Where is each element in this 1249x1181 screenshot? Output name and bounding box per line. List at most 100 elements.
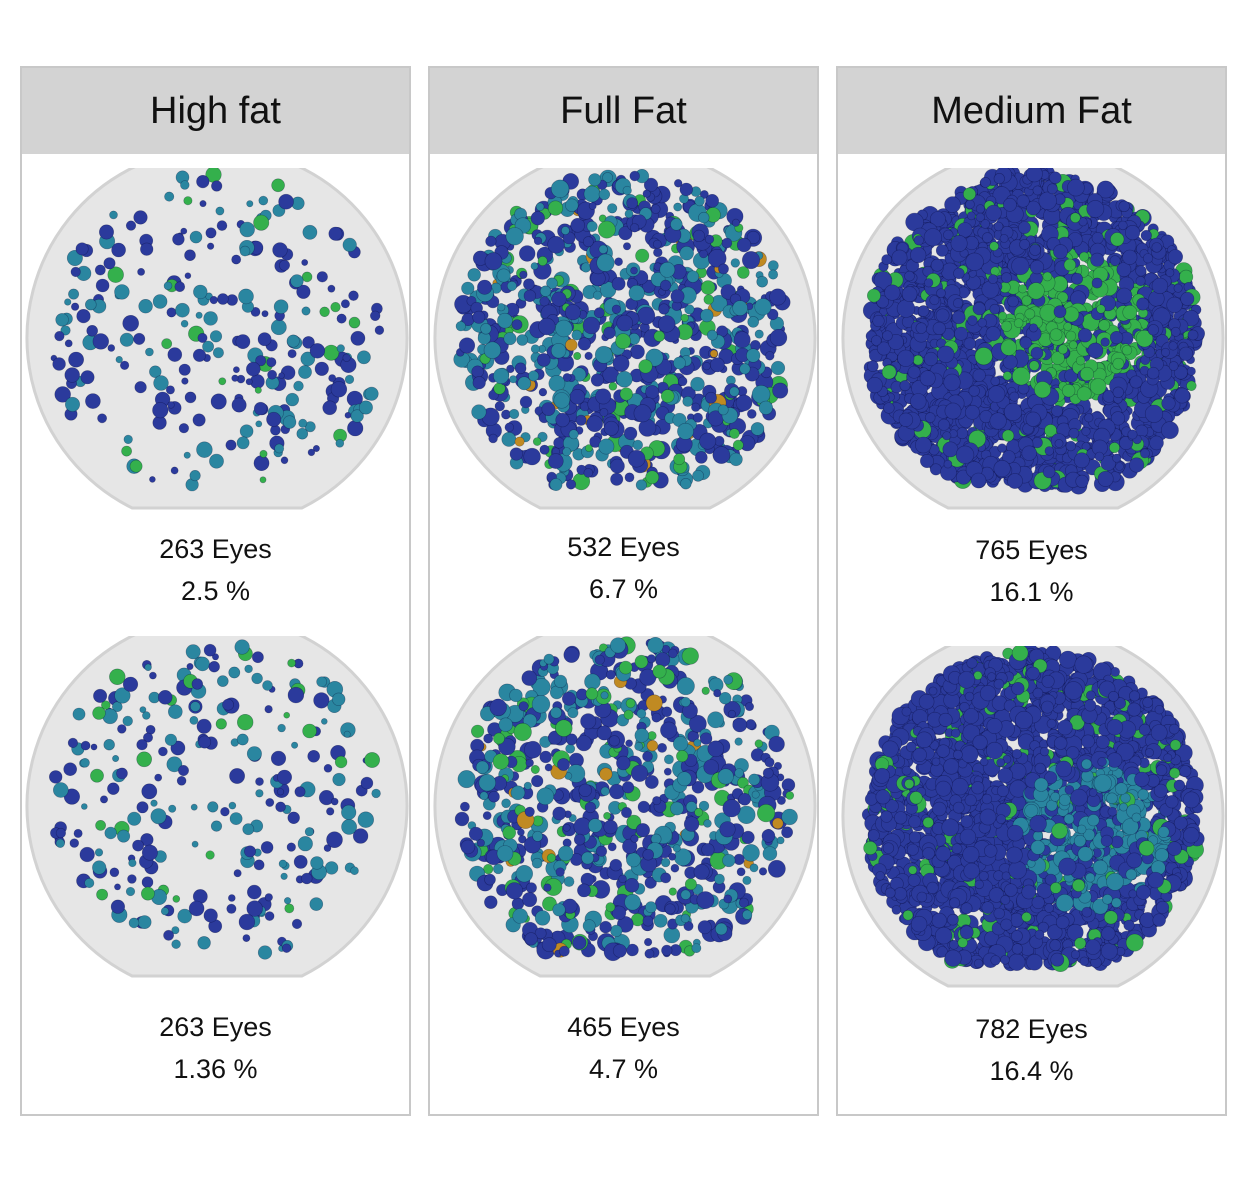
cheese-eye <box>371 788 381 799</box>
cheese-eye <box>302 723 317 739</box>
cheese-eye <box>616 314 633 332</box>
cheese-eye <box>266 411 282 427</box>
eye-count: 263 Eyes <box>159 1012 272 1042</box>
cheese-eye <box>655 652 671 668</box>
cheese-eye <box>594 654 605 665</box>
cheese-eye <box>565 479 577 490</box>
cheese-eye <box>501 431 517 447</box>
cheese-eye <box>1165 268 1175 278</box>
cheese-eye <box>651 712 662 723</box>
cheese-eye <box>698 211 710 224</box>
cheese-eye <box>785 791 795 800</box>
cheese-eye <box>1077 328 1093 343</box>
cheese-eye <box>123 434 133 445</box>
cheese-eye <box>977 318 988 328</box>
cheese-eye <box>582 919 596 933</box>
cheese-eye <box>1042 271 1053 282</box>
cheese-eye <box>653 330 666 342</box>
cheese-eye <box>150 799 158 807</box>
cheese-eye <box>981 280 1000 299</box>
cheese-eye <box>553 674 568 689</box>
cheese-eye <box>750 422 765 436</box>
cheese-eye <box>942 327 955 341</box>
cheese-eye <box>583 185 601 203</box>
cheese-eye <box>985 204 1002 222</box>
cheese-eye <box>547 200 564 216</box>
cheese-eye <box>228 894 236 902</box>
cheese-eye <box>509 375 518 384</box>
cheese-eye <box>136 739 148 751</box>
cheese-eye <box>484 895 498 909</box>
cheese-eye <box>196 718 212 734</box>
cheese-eye <box>910 246 927 264</box>
cheese-eye <box>937 418 950 431</box>
cheese-eye <box>739 363 751 375</box>
cheese-eye <box>274 443 285 454</box>
cheese-eye <box>603 326 616 340</box>
cheese-eye <box>680 478 692 490</box>
cheese-eye <box>64 396 80 412</box>
cheese-eye <box>705 193 720 208</box>
cheese-eye <box>281 943 292 953</box>
cheese-eye <box>681 647 699 665</box>
cheese-eye <box>85 393 101 409</box>
cheese-eye <box>1078 217 1088 227</box>
cheese-eye <box>965 252 984 272</box>
cheese-eye <box>546 853 556 863</box>
cheese-eye <box>186 662 194 670</box>
cheese-eye <box>658 303 670 315</box>
cheese-eye <box>723 894 733 904</box>
cheese-eye <box>736 237 752 253</box>
cheese-eye <box>524 806 535 817</box>
cheese-eye <box>742 844 760 862</box>
cheese-eye <box>114 883 121 891</box>
cheese-eye <box>134 381 147 394</box>
cheese-eye <box>185 644 201 660</box>
cheese-eye <box>608 735 620 747</box>
cheese-eye <box>253 859 265 871</box>
cheese-eye <box>622 781 635 794</box>
cheese-eye <box>768 269 779 280</box>
cheese-eye <box>192 348 207 362</box>
cheese-eye <box>698 800 710 812</box>
cheese-eye <box>165 385 175 395</box>
cheese-eye <box>484 873 496 886</box>
cheese-eye <box>264 911 275 921</box>
cheese-eye <box>514 362 527 375</box>
cheese-eye <box>963 337 977 350</box>
cheese-eye <box>530 262 539 270</box>
sample-stats-top: 263 Eyes 2.5 % <box>22 528 409 612</box>
cheese-eye <box>1084 413 1094 423</box>
cheese-eye <box>316 271 328 283</box>
cheese-eye <box>66 250 83 267</box>
cheese-eye <box>290 274 304 288</box>
cheese-eye <box>142 711 151 720</box>
cheese-eye <box>702 362 711 371</box>
cheese-eye <box>745 719 757 730</box>
cheese-eye <box>501 798 511 809</box>
cheese-eye <box>195 656 210 672</box>
cheese-eye <box>128 917 140 929</box>
cheese-eye <box>103 738 115 751</box>
cheese-eye <box>737 777 749 789</box>
cheese-eye <box>950 235 968 253</box>
cheese-eye <box>350 330 366 346</box>
cheese-eye <box>122 315 139 332</box>
cheese-eye <box>196 175 210 189</box>
cheese-eye <box>944 402 962 420</box>
cheese-eye <box>622 185 632 196</box>
cheese-eye <box>116 767 128 780</box>
cheese-eye <box>100 795 109 804</box>
cheese-eye <box>1129 457 1145 473</box>
cheese-eye <box>64 339 73 348</box>
cheese-eye <box>253 401 268 416</box>
cheese-eye <box>1160 421 1179 440</box>
cheese-eye <box>1050 351 1065 365</box>
cheese-eye <box>553 437 565 449</box>
cheese-eye <box>605 902 616 912</box>
cheese-eye <box>573 833 586 846</box>
cheese-eye <box>541 937 557 953</box>
cheese-eye <box>1012 367 1031 386</box>
eye-count: 465 Eyes <box>567 1012 680 1042</box>
cheese-eye <box>645 470 660 485</box>
